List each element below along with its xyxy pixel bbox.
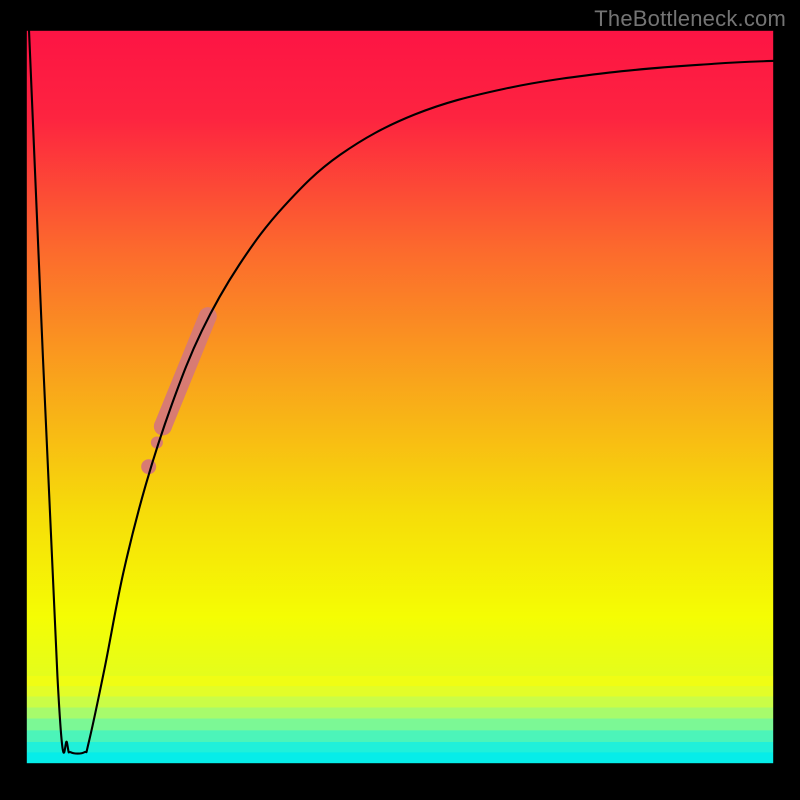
watermark-label: TheBottleneck.com (594, 6, 786, 32)
chart-stage: TheBottleneck.com (0, 0, 800, 800)
bottom-bands (26, 676, 774, 764)
bottleneck-chart (0, 0, 800, 800)
chart-gradient-bg (26, 30, 774, 764)
